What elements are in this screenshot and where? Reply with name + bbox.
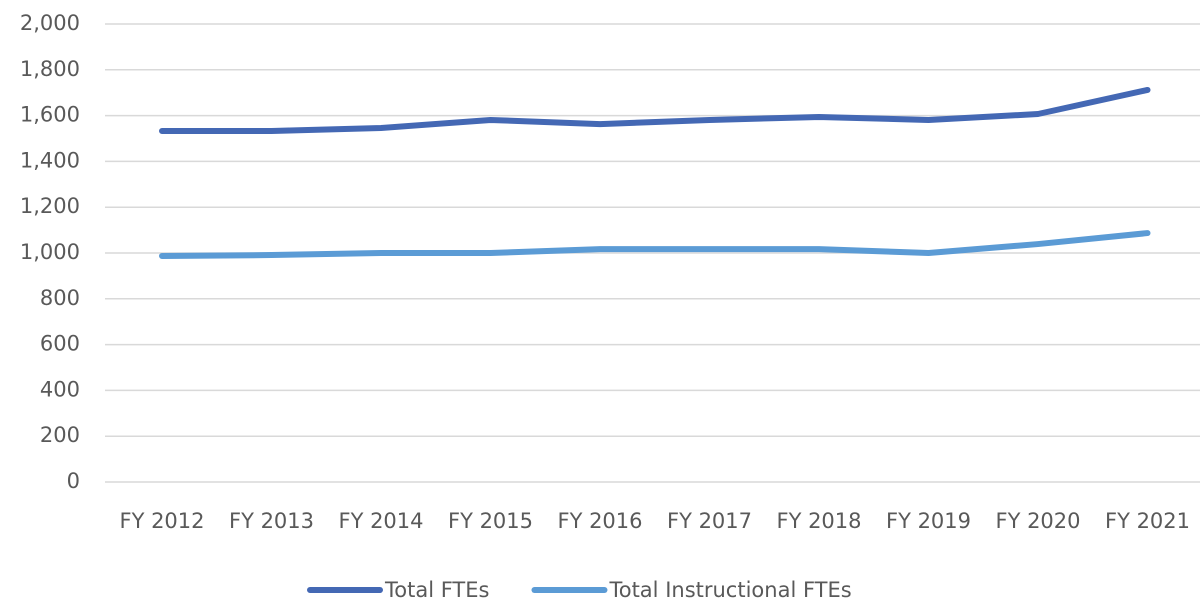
y-tick-label: 200 — [40, 423, 80, 447]
x-tick-label: FY 2016 — [557, 509, 642, 533]
y-tick-label: 2,000 — [20, 11, 80, 35]
series-line — [159, 230, 1151, 259]
x-tick-label: FY 2021 — [1105, 509, 1190, 533]
x-tick-label: FY 2018 — [776, 509, 861, 533]
y-tick-label: 800 — [40, 286, 80, 310]
y-tick-label: 1,000 — [20, 240, 80, 264]
y-tick-label: 1,200 — [20, 194, 80, 218]
legend-label: Total Instructional FTEs — [608, 578, 851, 602]
x-tick-label: FY 2020 — [995, 509, 1080, 533]
y-tick-label: 600 — [40, 332, 80, 356]
y-tick-label: 0 — [67, 469, 80, 493]
y-tick-label: 400 — [40, 377, 80, 401]
y-tick-label: 1,600 — [20, 103, 80, 127]
x-tick-label: FY 2014 — [338, 509, 423, 533]
y-tick-label: 1,400 — [20, 148, 80, 172]
x-tick-label: FY 2013 — [229, 509, 314, 533]
y-tick-label: 1,800 — [20, 57, 80, 81]
x-tick-label: FY 2017 — [667, 509, 752, 533]
x-tick-label: FY 2019 — [886, 509, 971, 533]
x-tick-label: FY 2012 — [119, 509, 204, 533]
series-line — [159, 86, 1151, 134]
x-tick-label: FY 2015 — [448, 509, 533, 533]
legend-label: Total FTEs — [384, 578, 489, 602]
